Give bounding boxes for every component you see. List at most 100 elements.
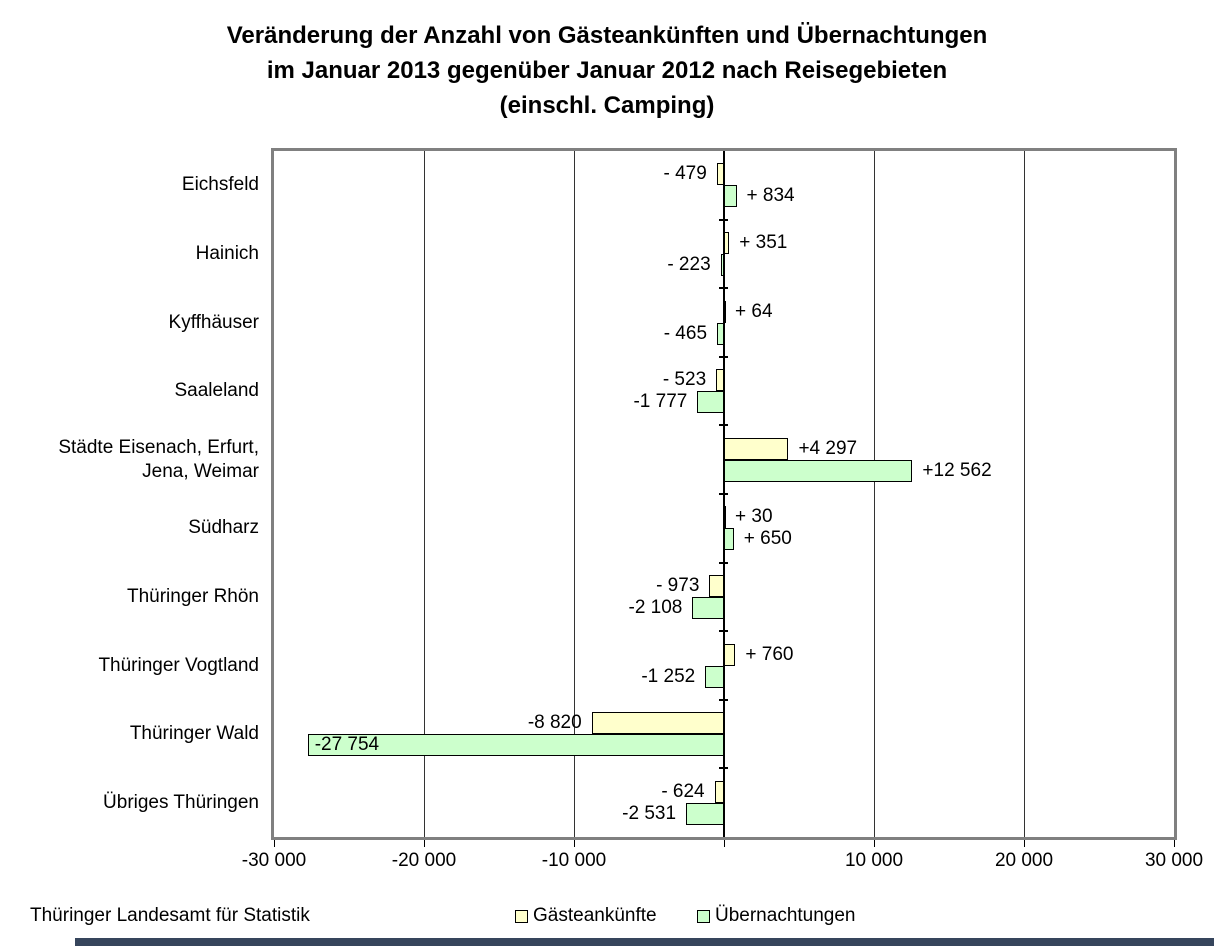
category-label-line: Jena, Weimar [142, 460, 259, 482]
legend-label-uebernachtungen: Übernachtungen [715, 905, 856, 926]
x-axis-tick [274, 840, 275, 847]
x-axis-tick [874, 840, 875, 847]
value-label: + 30 [735, 506, 773, 528]
value-label: -1 777 [633, 391, 688, 413]
x-tick-label: -20 000 [391, 850, 457, 871]
gridline [874, 151, 875, 837]
category-label-line: Südharz [188, 517, 259, 539]
x-axis-tick [1174, 840, 1175, 847]
bar-uebernachtungen [724, 459, 913, 482]
chart-title-line1: Veränderung der Anzahl von Gästeankünfte… [226, 22, 988, 49]
bar-gaesteankuenfte [716, 369, 724, 392]
value-label: -2 531 [622, 802, 677, 824]
bar-gaesteankuenfte [709, 574, 724, 597]
category-label-line: Übriges Thüringen [103, 791, 259, 813]
source-label: Thüringer Landesamt für Statistik [30, 905, 310, 926]
bar-uebernachtungen [692, 596, 724, 619]
gridline [574, 151, 575, 837]
gridline [1024, 151, 1025, 837]
legend-item-gaesteankuenfte: Gästeankünfte [515, 905, 657, 927]
bar-uebernachtungen [724, 185, 737, 208]
bar-uebernachtungen [717, 322, 724, 345]
legend-label-gaesteankuenfte: Gästeankünfte [533, 905, 657, 926]
category-boundary-tick [719, 767, 728, 770]
value-label: - 465 [663, 322, 708, 344]
category-label-line: Thüringer Vogtland [98, 654, 259, 676]
value-label: + 64 [735, 300, 773, 322]
category-label: Thüringer Wald [0, 722, 259, 746]
value-label: + 351 [739, 231, 788, 253]
bar-gaesteankuenfte [724, 437, 789, 460]
category-label: Übriges Thüringen [0, 791, 259, 815]
x-axis-tick [424, 840, 425, 847]
x-axis-tick [1024, 840, 1025, 847]
x-tick-label: 20 000 [994, 850, 1054, 871]
category-label: Thüringer Rhön [0, 585, 259, 609]
chart-title-line3: (einschl. Camping) [499, 92, 715, 119]
bar-uebernachtungen [307, 734, 724, 757]
category-label-line: Hainich [195, 242, 259, 264]
plot-area [271, 148, 1177, 840]
value-label: + 834 [746, 185, 795, 207]
value-label: +4 297 [798, 437, 858, 459]
category-boundary-tick [719, 561, 728, 564]
bar-uebernachtungen [724, 528, 734, 551]
x-tick-label: -30 000 [241, 850, 307, 871]
value-label: + 760 [745, 643, 794, 665]
x-tick-label: 30 000 [1144, 850, 1204, 871]
value-label: -2 108 [628, 596, 683, 618]
gridline [424, 151, 425, 837]
category-boundary-tick [719, 218, 728, 221]
category-boundary-tick [719, 630, 728, 633]
category-label-line: Städte Eisenach, Erfurt, [58, 436, 259, 458]
category-boundary-tick [719, 698, 728, 701]
category-label: Saaleland [0, 379, 259, 403]
category-boundary-tick [719, 493, 728, 495]
x-tick-label: -10 000 [541, 850, 607, 871]
x-tick-label: 10 000 [844, 850, 904, 871]
value-label: - 223 [667, 253, 711, 275]
legend-item-uebernachtungen: Übernachtungen [697, 905, 856, 927]
category-boundary-tick [719, 287, 728, 290]
x-axis-tick [574, 840, 575, 847]
value-label: - 523 [662, 369, 707, 391]
category-label-line: Thüringer Wald [129, 723, 259, 745]
bar-gaesteankuenfte [724, 506, 726, 529]
category-boundary-tick [719, 424, 728, 427]
value-label: -8 820 [527, 712, 582, 734]
category-boundary-tick [719, 355, 728, 358]
category-label-line: Saaleland [174, 380, 259, 402]
category-label-line: Thüringer Rhön [126, 585, 259, 607]
legend-swatch-gaesteankuenfte [515, 909, 528, 923]
value-label: + 650 [743, 528, 792, 550]
category-label: Eichsfeld [0, 173, 259, 197]
bar-gaesteankuenfte [724, 231, 730, 254]
value-label: -1 252 [641, 665, 696, 687]
chart-title-line2: im Januar 2013 gegenüber Januar 2012 nac… [266, 57, 948, 84]
value-label: - 973 [656, 574, 700, 596]
bar-uebernachtungen [697, 391, 724, 414]
bar-uebernachtungen [686, 802, 724, 825]
category-label-line: Kyffhäuser [168, 311, 259, 333]
value-label: - 624 [661, 780, 705, 802]
bar-gaesteankuenfte [591, 712, 724, 735]
bar-gaesteankuenfte [716, 163, 724, 186]
bar-gaesteankuenfte [724, 300, 726, 323]
x-axis-tick [724, 840, 725, 847]
category-label: Thüringer Vogtland [0, 654, 259, 678]
bar-uebernachtungen [705, 665, 724, 688]
category-label: Städte Eisenach, Erfurt, Jena, Weimar [0, 436, 259, 484]
category-label: Hainich [0, 242, 259, 266]
bottom-window-edge [75, 938, 1214, 946]
value-label: -27 754 [314, 734, 380, 756]
bar-uebernachtungen [720, 253, 724, 276]
category-label: Kyffhäuser [0, 311, 259, 335]
value-label: +12 562 [922, 459, 992, 481]
chart-title: Veränderung der Anzahl von Gästeankünfte… [0, 18, 1214, 123]
legend-swatch-uebernachtungen [697, 909, 710, 923]
category-label-line: Eichsfeld [181, 174, 259, 196]
bar-gaesteankuenfte [714, 780, 724, 803]
category-label: Südharz [0, 516, 259, 540]
value-label: - 479 [663, 163, 707, 185]
